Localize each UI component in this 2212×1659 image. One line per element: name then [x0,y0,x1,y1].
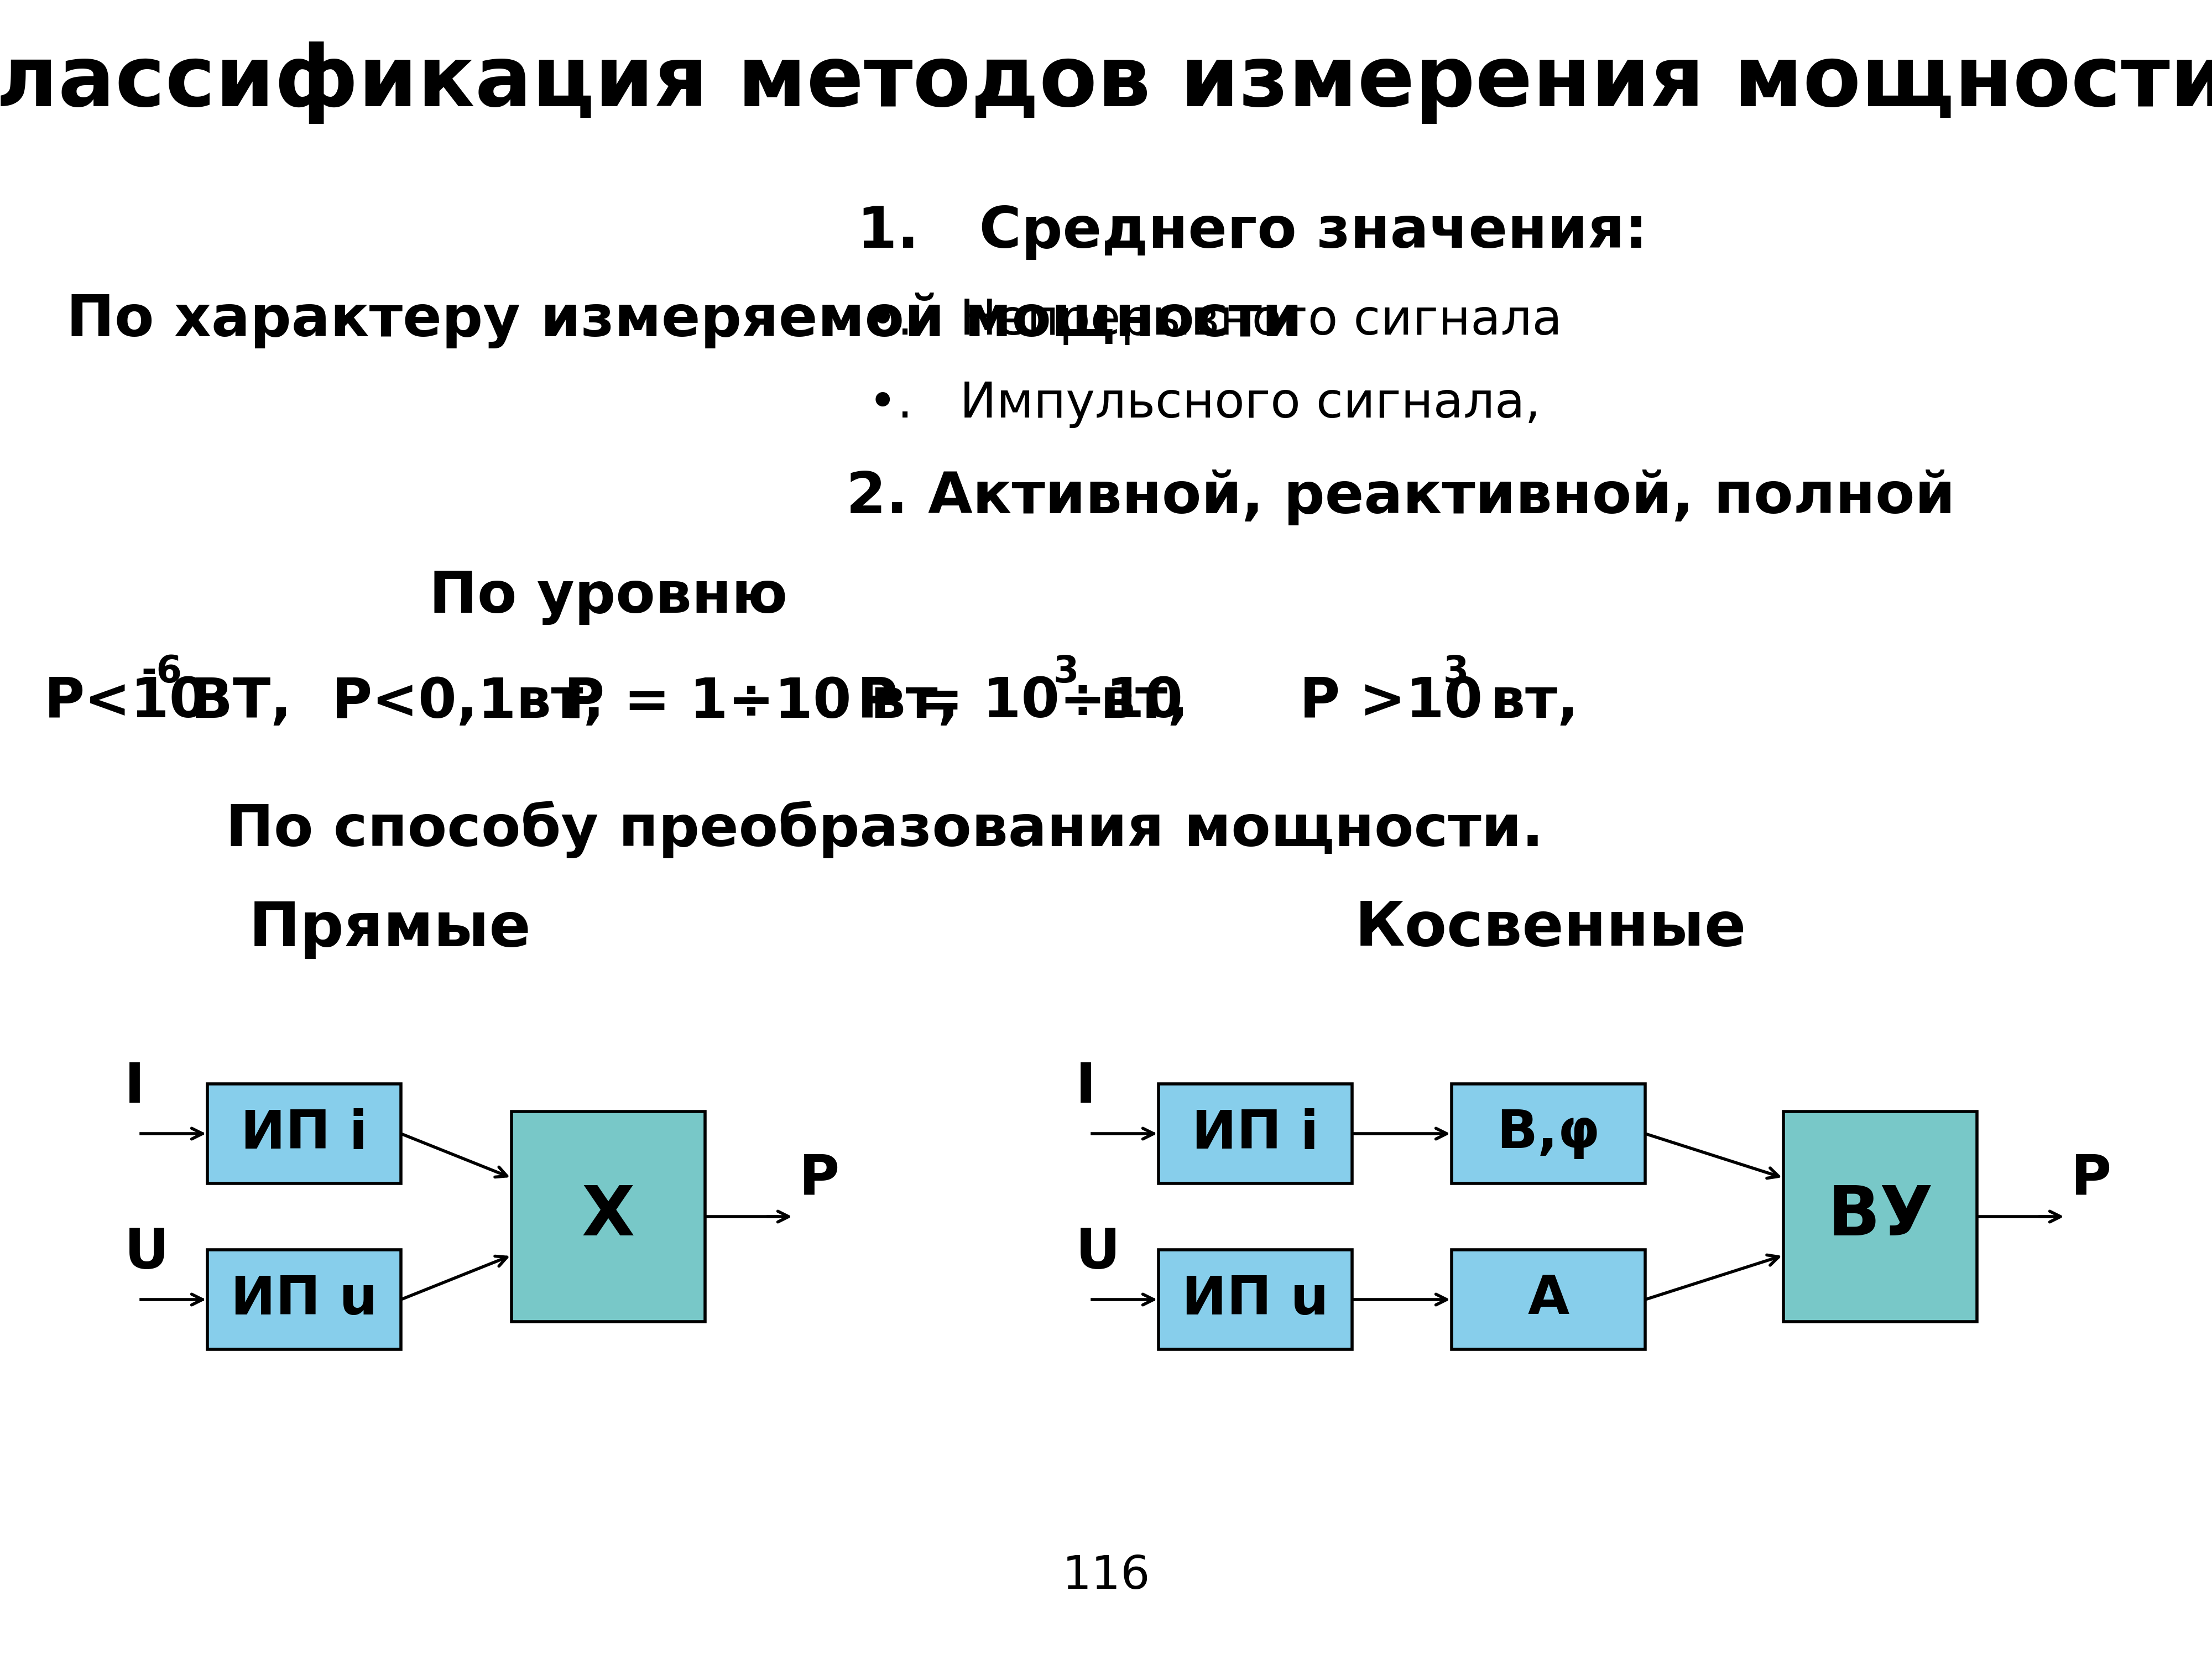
Text: А: А [1528,1274,1568,1326]
Text: P = 1÷10 вт,: P = 1÷10 вт, [564,675,958,730]
Text: 116: 116 [1062,1553,1150,1599]
Text: ВУ: ВУ [1827,1183,1933,1251]
Text: Косвенные: Косвенные [1354,899,1747,959]
Text: По способу преобразования мощности.: По способу преобразования мощности. [226,801,1544,858]
Text: X: X [582,1183,635,1251]
Text: 1.   Среднего значения:: 1. Среднего значения: [858,204,1648,260]
Text: ИП i: ИП i [241,1108,367,1160]
FancyBboxPatch shape [208,1249,400,1349]
Text: ИП u: ИП u [1181,1274,1329,1326]
FancyBboxPatch shape [511,1112,706,1322]
Text: ИП i: ИП i [1192,1108,1318,1160]
Text: 3: 3 [1442,654,1469,690]
FancyBboxPatch shape [1451,1249,1646,1349]
FancyBboxPatch shape [1159,1083,1352,1183]
Text: P = 10÷10: P = 10÷10 [858,675,1183,730]
Text: P >10: P >10 [1301,675,1482,730]
Text: P: P [2070,1151,2112,1206]
Text: I: I [124,1060,146,1115]
Text: P: P [799,1151,841,1206]
Text: Классификация методов измерения мощности: Классификация методов измерения мощности [0,41,2212,124]
Text: вт,: вт, [1082,675,1188,730]
Text: вт,: вт, [1471,675,1579,730]
Text: •.   Импульсного сигнала,: •. Импульсного сигнала, [867,380,1540,428]
Text: I: I [1075,1060,1097,1115]
Text: ИП u: ИП u [230,1274,378,1326]
FancyBboxPatch shape [1451,1083,1646,1183]
Text: U: U [1075,1226,1121,1281]
Text: -6: -6 [142,654,181,690]
Text: •.   Непрерывного сигнала: •. Непрерывного сигнала [867,297,1562,345]
Text: Прямые: Прямые [248,899,531,959]
Text: P<0,1вт,: P<0,1вт, [332,675,604,730]
Text: 3: 3 [1053,654,1079,690]
Text: P<10: P<10 [44,675,208,730]
Text: 2. Активной, реактивной, полной: 2. Активной, реактивной, полной [845,469,1955,526]
Text: U: U [124,1226,170,1281]
Text: По характеру измеряемой мощности: По характеру измеряемой мощности [66,292,1303,348]
FancyBboxPatch shape [208,1083,400,1183]
FancyBboxPatch shape [1159,1249,1352,1349]
Text: По уровню: По уровню [429,569,787,625]
Text: В,φ: В,φ [1498,1108,1599,1160]
Text: ВТ,: ВТ, [173,675,292,730]
FancyBboxPatch shape [1783,1112,1978,1322]
